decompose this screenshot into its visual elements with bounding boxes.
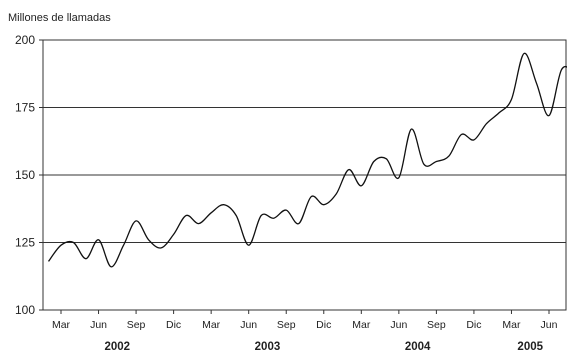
x-tick-label: Mar	[352, 319, 371, 331]
series-line	[47, 52, 567, 268]
x-tick-label: Dic	[466, 319, 481, 331]
year-label: 2005	[517, 341, 543, 353]
x-tick-label: Jun	[240, 319, 257, 331]
x-tick-label: Mar	[52, 319, 71, 331]
x-tick-label: Mar	[202, 319, 221, 331]
x-tick-label: Jun	[541, 319, 558, 331]
y-axis-ticks: 100 125 150 175 200	[15, 33, 43, 317]
x-tick-label: Mar	[502, 319, 521, 331]
y-tick-label: 175	[15, 101, 35, 115]
year-labels: 2002 2003 2004 2005	[105, 341, 544, 353]
x-tick-label: Sep	[127, 319, 146, 331]
y-tick-label: 100	[15, 303, 35, 317]
x-tick-label: Sep	[427, 319, 446, 331]
series-lines	[47, 52, 567, 268]
x-tick-label: Jun	[390, 319, 407, 331]
y-axis-title: Millones de llamadas	[8, 12, 111, 24]
y-tick-label: 200	[15, 33, 35, 47]
x-tick-label: Sep	[277, 319, 296, 331]
year-label: 2004	[405, 341, 431, 353]
x-tick-label: Jun	[90, 319, 107, 331]
year-label: 2003	[255, 341, 281, 353]
x-axis-ticks: Mar Jun Sep Dic Mar Jun Sep Dic Mar Jun Sep Dic Mar J…	[52, 310, 558, 331]
x-tick-label: Dic	[316, 319, 331, 331]
y-tick-label: 125	[15, 236, 35, 250]
x-tick-label: Dic	[166, 319, 181, 331]
gridlines	[43, 107, 566, 243]
year-label: 2002	[105, 341, 131, 353]
y-tick-label: 150	[15, 168, 35, 182]
